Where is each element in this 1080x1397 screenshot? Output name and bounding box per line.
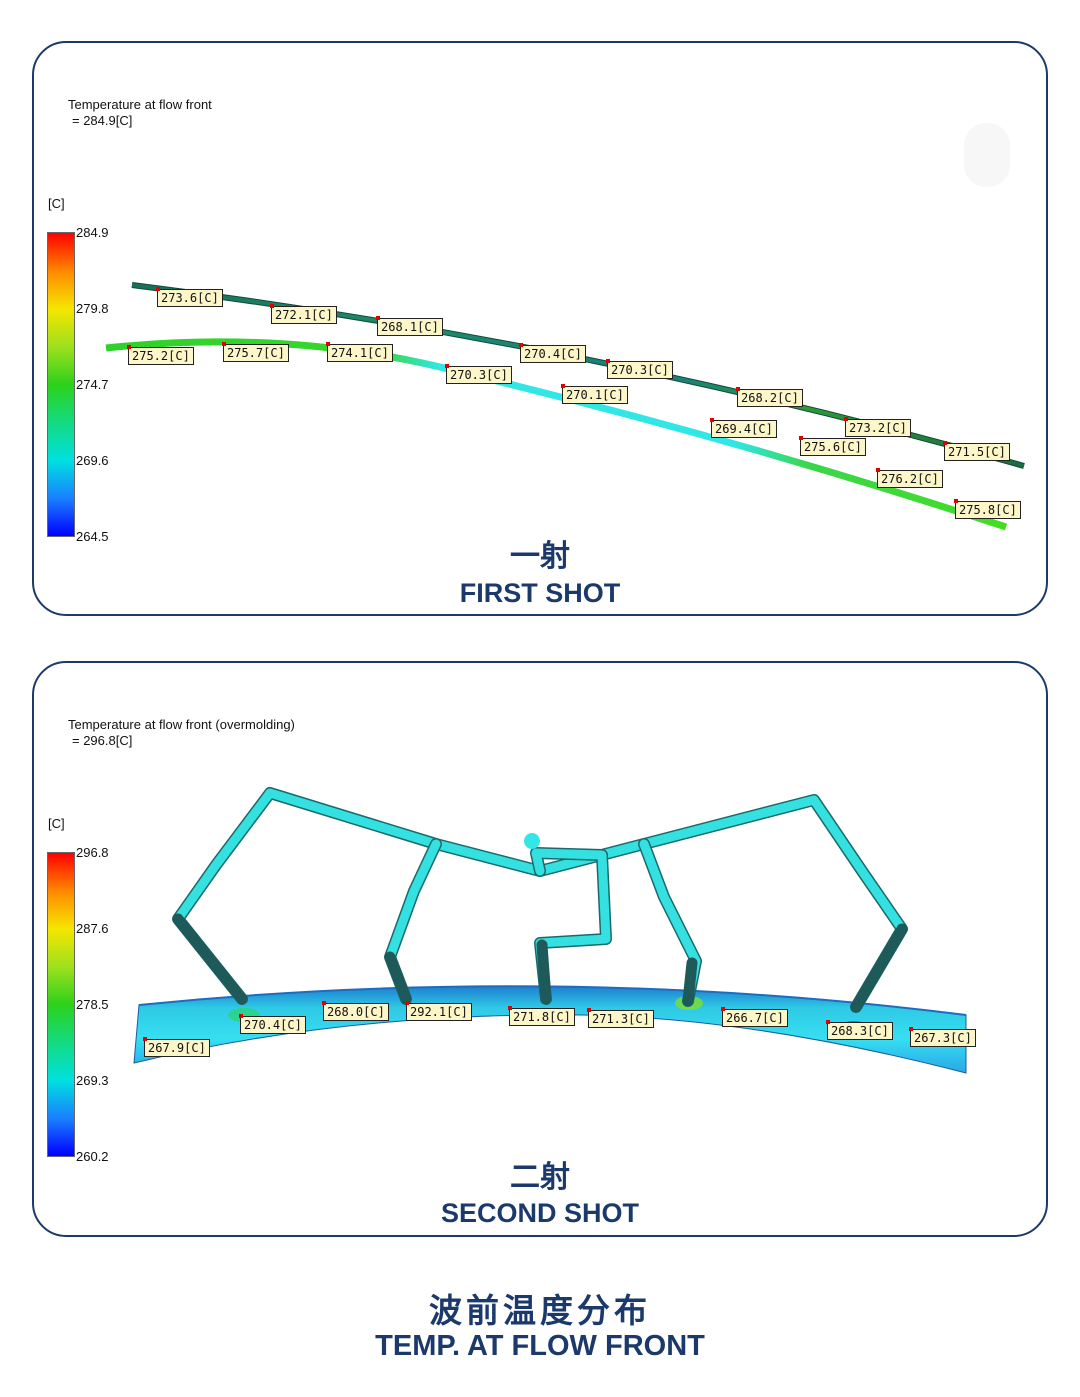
caption-english: FIRST SHOT (459, 578, 621, 608)
second-shot-panel: Temperature at flow front (overmolding) … (32, 661, 1048, 1237)
watermark (964, 123, 1010, 187)
probe-label: 270.4[C] (239, 1014, 306, 1034)
scale-unit: [C] (48, 196, 65, 211)
probe-label: 268.1[C] (376, 316, 443, 336)
probe-label: 267.3[C] (909, 1027, 976, 1047)
second-shot-model (133, 787, 967, 1074)
probe-label: 267.9[C] (143, 1037, 210, 1057)
scale-tick: 264.5 (76, 529, 109, 544)
probe-label: 271.3[C] (587, 1008, 654, 1028)
probe-label: 270.4[C] (519, 343, 586, 363)
scale-tick: 296.8 (76, 845, 109, 860)
probe-label: 270.1[C] (561, 384, 628, 404)
scale-tick: 284.9 (76, 225, 109, 240)
probe-label: 271.5[C] (943, 441, 1010, 461)
scale-tick: 269.3 (76, 1073, 109, 1088)
scale-tick: 287.6 (76, 921, 109, 936)
footer-title-chinese: 波前温度分布 (429, 1291, 651, 1330)
result-value: = 284.9[C] (72, 113, 133, 128)
scale-tick: 260.2 (76, 1149, 109, 1164)
probe-label: 292.1[C] (405, 1001, 472, 1021)
probe-label: 275.7[C] (222, 342, 289, 362)
probe-label: 276.2[C] (876, 468, 943, 488)
color-scale-bar (47, 852, 75, 1157)
probe-label: 268.3[C] (826, 1020, 893, 1040)
probe-label: 275.6[C] (799, 436, 866, 456)
probe-label: 268.2[C] (736, 387, 803, 407)
caption-chinese: 一射 (510, 539, 570, 574)
probe-label: 275.2[C] (127, 345, 194, 365)
probe-label: 268.0[C] (322, 1001, 389, 1021)
probe-label: 275.8[C] (954, 499, 1021, 519)
probe-label: 270.3[C] (445, 364, 512, 384)
scale-unit: [C] (48, 816, 65, 831)
probe-label: 273.2[C] (844, 417, 911, 437)
result-name: Temperature at flow front (overmolding) (68, 717, 295, 732)
caption-english: SECOND SHOT (440, 1198, 640, 1228)
probe-label: 270.3[C] (606, 359, 673, 379)
scale-tick: 279.8 (76, 301, 109, 316)
result-name: Temperature at flow front (68, 97, 212, 112)
probe-label: 266.7[C] (721, 1007, 788, 1027)
result-value: = 296.8[C] (72, 733, 133, 748)
probe-label: 274.1[C] (326, 342, 393, 362)
probe-label: 269.4[C] (710, 418, 777, 438)
color-scale-bar (47, 232, 75, 537)
scale-tick: 274.7 (76, 377, 109, 392)
probe-label: 271.8[C] (508, 1006, 575, 1026)
footer-title-english: TEMP. AT FLOW FRONT (375, 1330, 705, 1362)
caption-chinese: 二射 (510, 1160, 570, 1195)
probe-label: 273.6[C] (156, 287, 223, 307)
probe-label: 272.1[C] (270, 304, 337, 324)
scale-tick: 269.6 (76, 453, 109, 468)
first-shot-panel: Temperature at flow front = 284.9[C] [C]… (32, 41, 1048, 616)
scale-tick: 278.5 (76, 997, 109, 1012)
